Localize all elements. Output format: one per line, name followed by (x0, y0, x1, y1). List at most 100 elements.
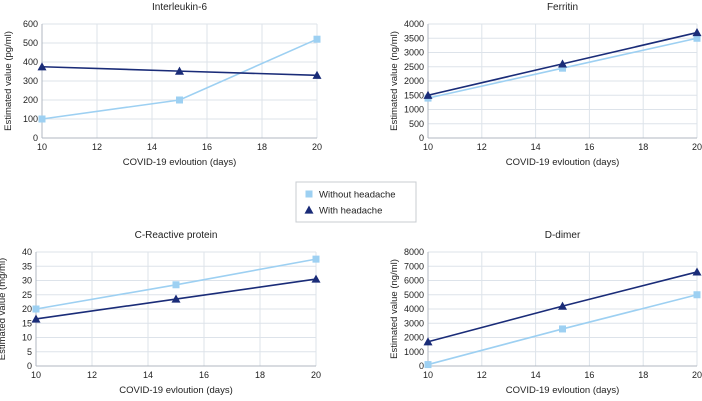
data-point-with-headache (312, 70, 322, 79)
y-tick-label: 2000 (404, 76, 424, 86)
data-point-with-headache (311, 274, 321, 283)
y-tick-label: 300 (23, 76, 38, 86)
y-tick-label: 1000 (404, 105, 424, 115)
y-tick-label: 1500 (404, 90, 424, 100)
data-point-with-headache (31, 314, 41, 323)
x-tick-label: 12 (477, 370, 487, 380)
x-tick-label: 10 (423, 370, 433, 380)
x-tick-label: 20 (311, 370, 321, 380)
x-tick-label: 16 (199, 370, 209, 380)
data-point-without-headache (313, 35, 321, 43)
data-point-without-headache (176, 96, 183, 104)
chart-panel-4: D-dimer 10 12 14 16 18 20 0 1000 2000 3000 4000 5000… (389, 230, 702, 396)
x-tick-label: 14 (143, 370, 153, 380)
data-point-with-headache (175, 66, 184, 75)
y-tick-label: 200 (23, 95, 38, 105)
chart-title: Interleukin-6 (152, 2, 207, 13)
y-tick-label: 3500 (404, 33, 424, 43)
y-axis-label: Estimated value (pg/ml) (3, 31, 14, 131)
legend-label-with-headache: With headache (319, 206, 382, 217)
data-point-with-headache (558, 301, 567, 310)
y-tick-label: 20 (22, 304, 32, 314)
y-tick-label: 10 (22, 333, 32, 343)
x-tick-label: 14 (147, 142, 157, 152)
x-axis-label: COVID-19 evloution (days) (119, 385, 233, 396)
x-tick-label: 12 (87, 370, 97, 380)
y-tick-label: 4000 (404, 19, 424, 29)
y-tick-label: 2500 (404, 62, 424, 72)
legend-box (295, 181, 417, 223)
y-tick-label: 400 (23, 57, 38, 67)
x-tick-label: 18 (638, 142, 648, 152)
x-tick-label: 12 (477, 142, 487, 152)
chart-panel-1: Interleukin-610 12 14 16 18 20010020030040050… (3, 2, 322, 168)
legend-marker-without-headache (305, 190, 313, 198)
y-axis-label: Estimated value (ng/ml) (389, 259, 400, 359)
x-tick-label: 14 (531, 370, 541, 380)
y-tick-label: 2000 (404, 333, 424, 343)
data-point-without-headache (693, 291, 701, 299)
y-tick-label: 1000 (404, 347, 424, 357)
y-tick-label: 25 (22, 290, 32, 300)
x-tick-label: 16 (584, 142, 594, 152)
y-tick-label: 5 (27, 347, 32, 357)
x-axis-label: COVID-19 evloution (days) (506, 157, 620, 168)
x-tick-label: 10 (423, 142, 433, 152)
data-point-without-headache (312, 255, 320, 263)
data-point-without-headache (693, 34, 701, 42)
data-point-without-headache (172, 281, 180, 289)
y-tick-label: 6000 (404, 276, 424, 286)
data-point-without-headache (38, 115, 46, 123)
data-point-with-headache (423, 337, 433, 346)
series-line-without-headache (41, 38, 318, 120)
data-point-without-headache (424, 361, 432, 369)
x-tick-label: 14 (531, 142, 541, 152)
y-tick-label: 8000 (404, 247, 424, 257)
x-tick-label: 18 (257, 142, 267, 152)
y-tick-label: 30 (22, 276, 32, 286)
data-point-without-headache (559, 64, 566, 72)
y-tick-label: 7000 (404, 261, 424, 271)
x-axis-label: COVID-19 evloution (days) (506, 385, 620, 396)
y-tick-label: 0 (27, 361, 32, 371)
chart-title: C-Reactive protein (135, 230, 218, 241)
x-tick-label: 16 (202, 142, 212, 152)
y-tick-label: 35 (22, 261, 32, 271)
chart-title: Ferritin (547, 2, 578, 13)
y-axis-label: Estimated value (ng/ml) (389, 31, 400, 131)
y-tick-label: 100 (23, 114, 38, 124)
data-point-without-headache (559, 325, 566, 333)
y-tick-label: 0 (33, 133, 38, 143)
y-tick-label: 500 (409, 119, 424, 129)
y-tick-label: 4000 (404, 304, 424, 314)
x-tick-label: 18 (255, 370, 265, 380)
chart-panel-3: C-Reactive protein 10 12 14 16 18 20 0 5 10 15 20 25… (0, 230, 321, 396)
y-tick-label: 15 (22, 318, 32, 328)
x-tick-label: 20 (692, 370, 702, 380)
y-tick-label: 3000 (404, 48, 424, 58)
chart-panel-2: Ferritin 10 12 14 16 18 20 0 500 1000 1500 2000 2500… (389, 2, 702, 168)
legend-label-without-headache: Without headache (319, 190, 396, 201)
x-tick-label: 18 (638, 370, 648, 380)
x-tick-label: 16 (584, 370, 594, 380)
legend: Without headache With headache (295, 181, 417, 223)
x-tick-label: 20 (312, 142, 322, 152)
x-tick-label: 10 (31, 370, 41, 380)
data-point-with-headache (423, 90, 433, 99)
data-point-with-headache (692, 267, 702, 276)
chart-title: D-dimer (545, 230, 581, 241)
y-tick-label: 600 (23, 19, 38, 29)
y-tick-label: 3000 (404, 318, 424, 328)
x-tick-label: 12 (92, 142, 102, 152)
y-tick-label: 40 (22, 247, 32, 257)
data-point-with-headache (558, 59, 567, 68)
y-axis-label: Estimated value (mg/ml) (0, 258, 8, 360)
y-tick-label: 500 (23, 38, 38, 48)
x-tick-label: 10 (37, 142, 47, 152)
data-point-with-headache (692, 28, 702, 37)
data-point-without-headache (32, 305, 40, 313)
y-tick-label: 0 (419, 361, 424, 371)
data-point-with-headache (171, 294, 181, 303)
x-tick-label: 20 (692, 142, 702, 152)
